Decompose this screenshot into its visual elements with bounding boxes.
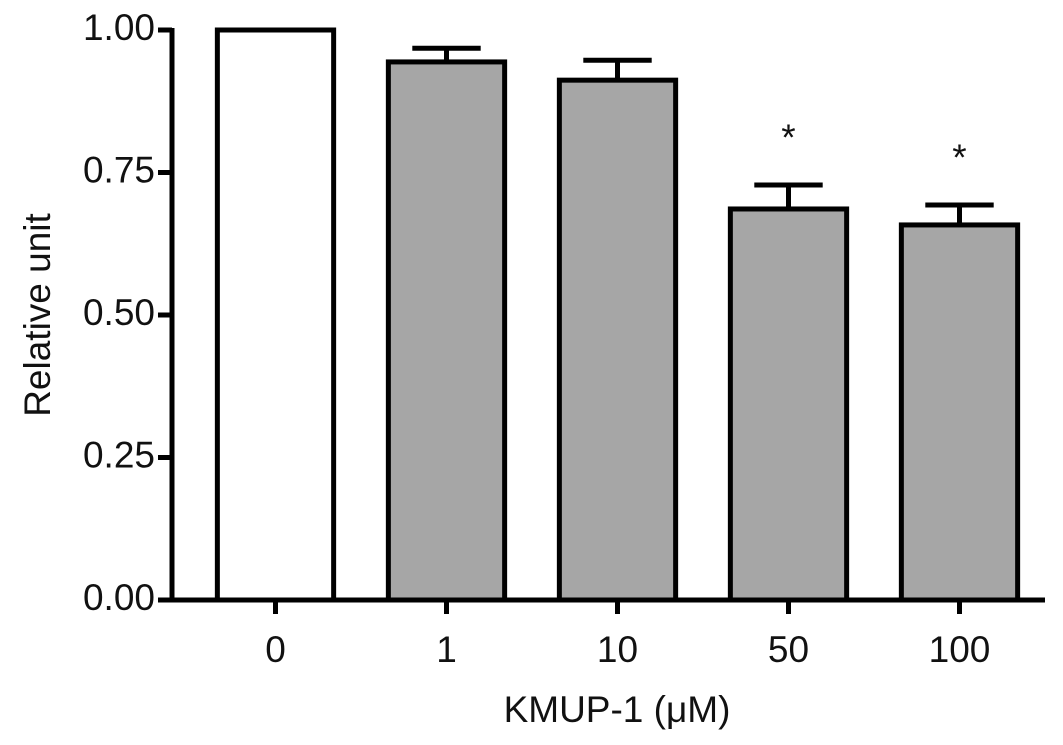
bar	[727, 206, 850, 603]
x-tick-label: 50	[768, 629, 809, 670]
x-tick-label: 100	[929, 629, 991, 670]
y-tick-label: 0.50	[83, 292, 155, 333]
bar	[214, 27, 337, 603]
significance-marker: *	[952, 137, 966, 178]
bar	[385, 59, 508, 603]
y-tick-label: 1.00	[83, 7, 155, 48]
x-axis-label: KMUP-1 (μM)	[504, 689, 731, 730]
x-tick-label: 0	[265, 629, 286, 670]
significance-marker: *	[781, 117, 795, 158]
y-tick-label: 0.25	[83, 434, 155, 475]
bar	[898, 222, 1021, 603]
x-tick-label: 1	[436, 629, 457, 670]
bar	[556, 77, 679, 603]
y-axis-label: Relative unit	[17, 212, 58, 416]
x-tick-label: 10	[597, 629, 638, 670]
y-tick-label: 0.00	[83, 577, 155, 618]
y-tick-label: 0.75	[83, 149, 155, 190]
